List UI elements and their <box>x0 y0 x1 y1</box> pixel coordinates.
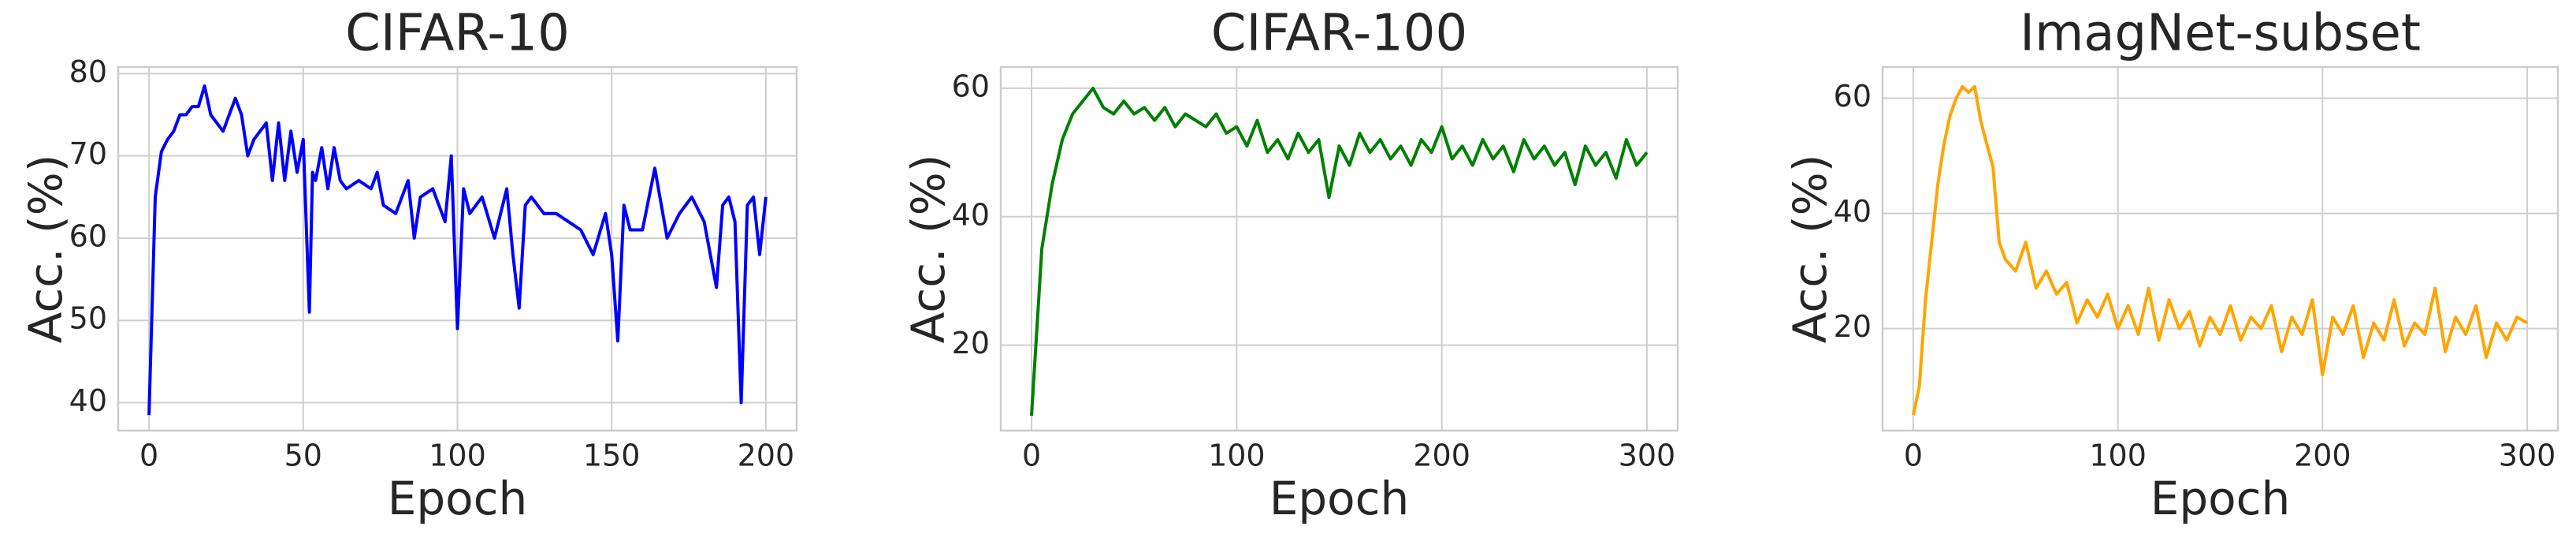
plot-area <box>1001 67 1678 431</box>
x-tick-label: 300 <box>1619 439 1676 473</box>
y-tick-label: 60 <box>952 69 990 103</box>
plot-area <box>1883 67 2558 431</box>
x-tick-label: 50 <box>284 439 322 473</box>
x-tick-label: 0 <box>1904 439 1923 473</box>
y-tick-label: 70 <box>69 136 107 171</box>
y-tick-label: 60 <box>1834 79 1872 114</box>
x-tick-label: 0 <box>1022 439 1041 473</box>
subplot: 20 40 60 0 100 200 300 CIFAR-100 Epoch Acc. (%) <box>901 5 1679 525</box>
x-axis-label: Epoch <box>2150 472 2291 525</box>
x-axis-label: Epoch <box>1269 472 1410 525</box>
y-axis-label: Acc. (%) <box>1783 155 1837 344</box>
data-line <box>1030 86 1649 416</box>
y-tick-label: 40 <box>1834 194 1872 229</box>
y-axis-label: Acc. (%) <box>901 155 955 344</box>
y-tick-label: 40 <box>69 383 107 418</box>
x-tick-label: 200 <box>738 439 795 473</box>
x-tick-label: 150 <box>583 439 641 473</box>
y-tick-label: 50 <box>69 301 107 336</box>
x-tick-label: 100 <box>429 439 486 473</box>
subplot-title: CIFAR-10 <box>345 5 570 63</box>
x-axis-label: Epoch <box>388 472 528 525</box>
y-tick-label: 40 <box>952 197 990 232</box>
y-tick-label: 60 <box>69 218 107 253</box>
x-tick-label: 100 <box>1208 439 1266 473</box>
subplot-title: ImagNet-subset <box>2020 5 2421 63</box>
subplot: 40 50 60 70 80 0 50 100 150 200 CIFAR-10 Epoch Acc. … <box>19 5 798 525</box>
subplot: 20 40 60 0 100 200 300 ImagNet-subset Epoch Acc. … <box>1783 5 2559 525</box>
x-tick-label: 100 <box>2089 439 2147 473</box>
x-tick-label: 200 <box>2294 439 2351 473</box>
x-tick-label: 200 <box>1413 439 1470 473</box>
axes-frame <box>117 65 798 432</box>
y-tick-label: 20 <box>1834 309 1872 344</box>
data-line <box>1912 84 2528 416</box>
y-axis-label: Acc. (%) <box>19 155 72 344</box>
y-tick-label: 20 <box>952 326 990 360</box>
y-tick-label: 80 <box>69 54 107 89</box>
x-tick-label: 0 <box>139 439 158 473</box>
subplot-title: CIFAR-100 <box>1211 5 1467 63</box>
axes-frame <box>999 65 1679 432</box>
data-line <box>147 84 768 416</box>
axes-frame <box>1881 65 2559 432</box>
x-tick-label: 300 <box>2499 439 2556 473</box>
